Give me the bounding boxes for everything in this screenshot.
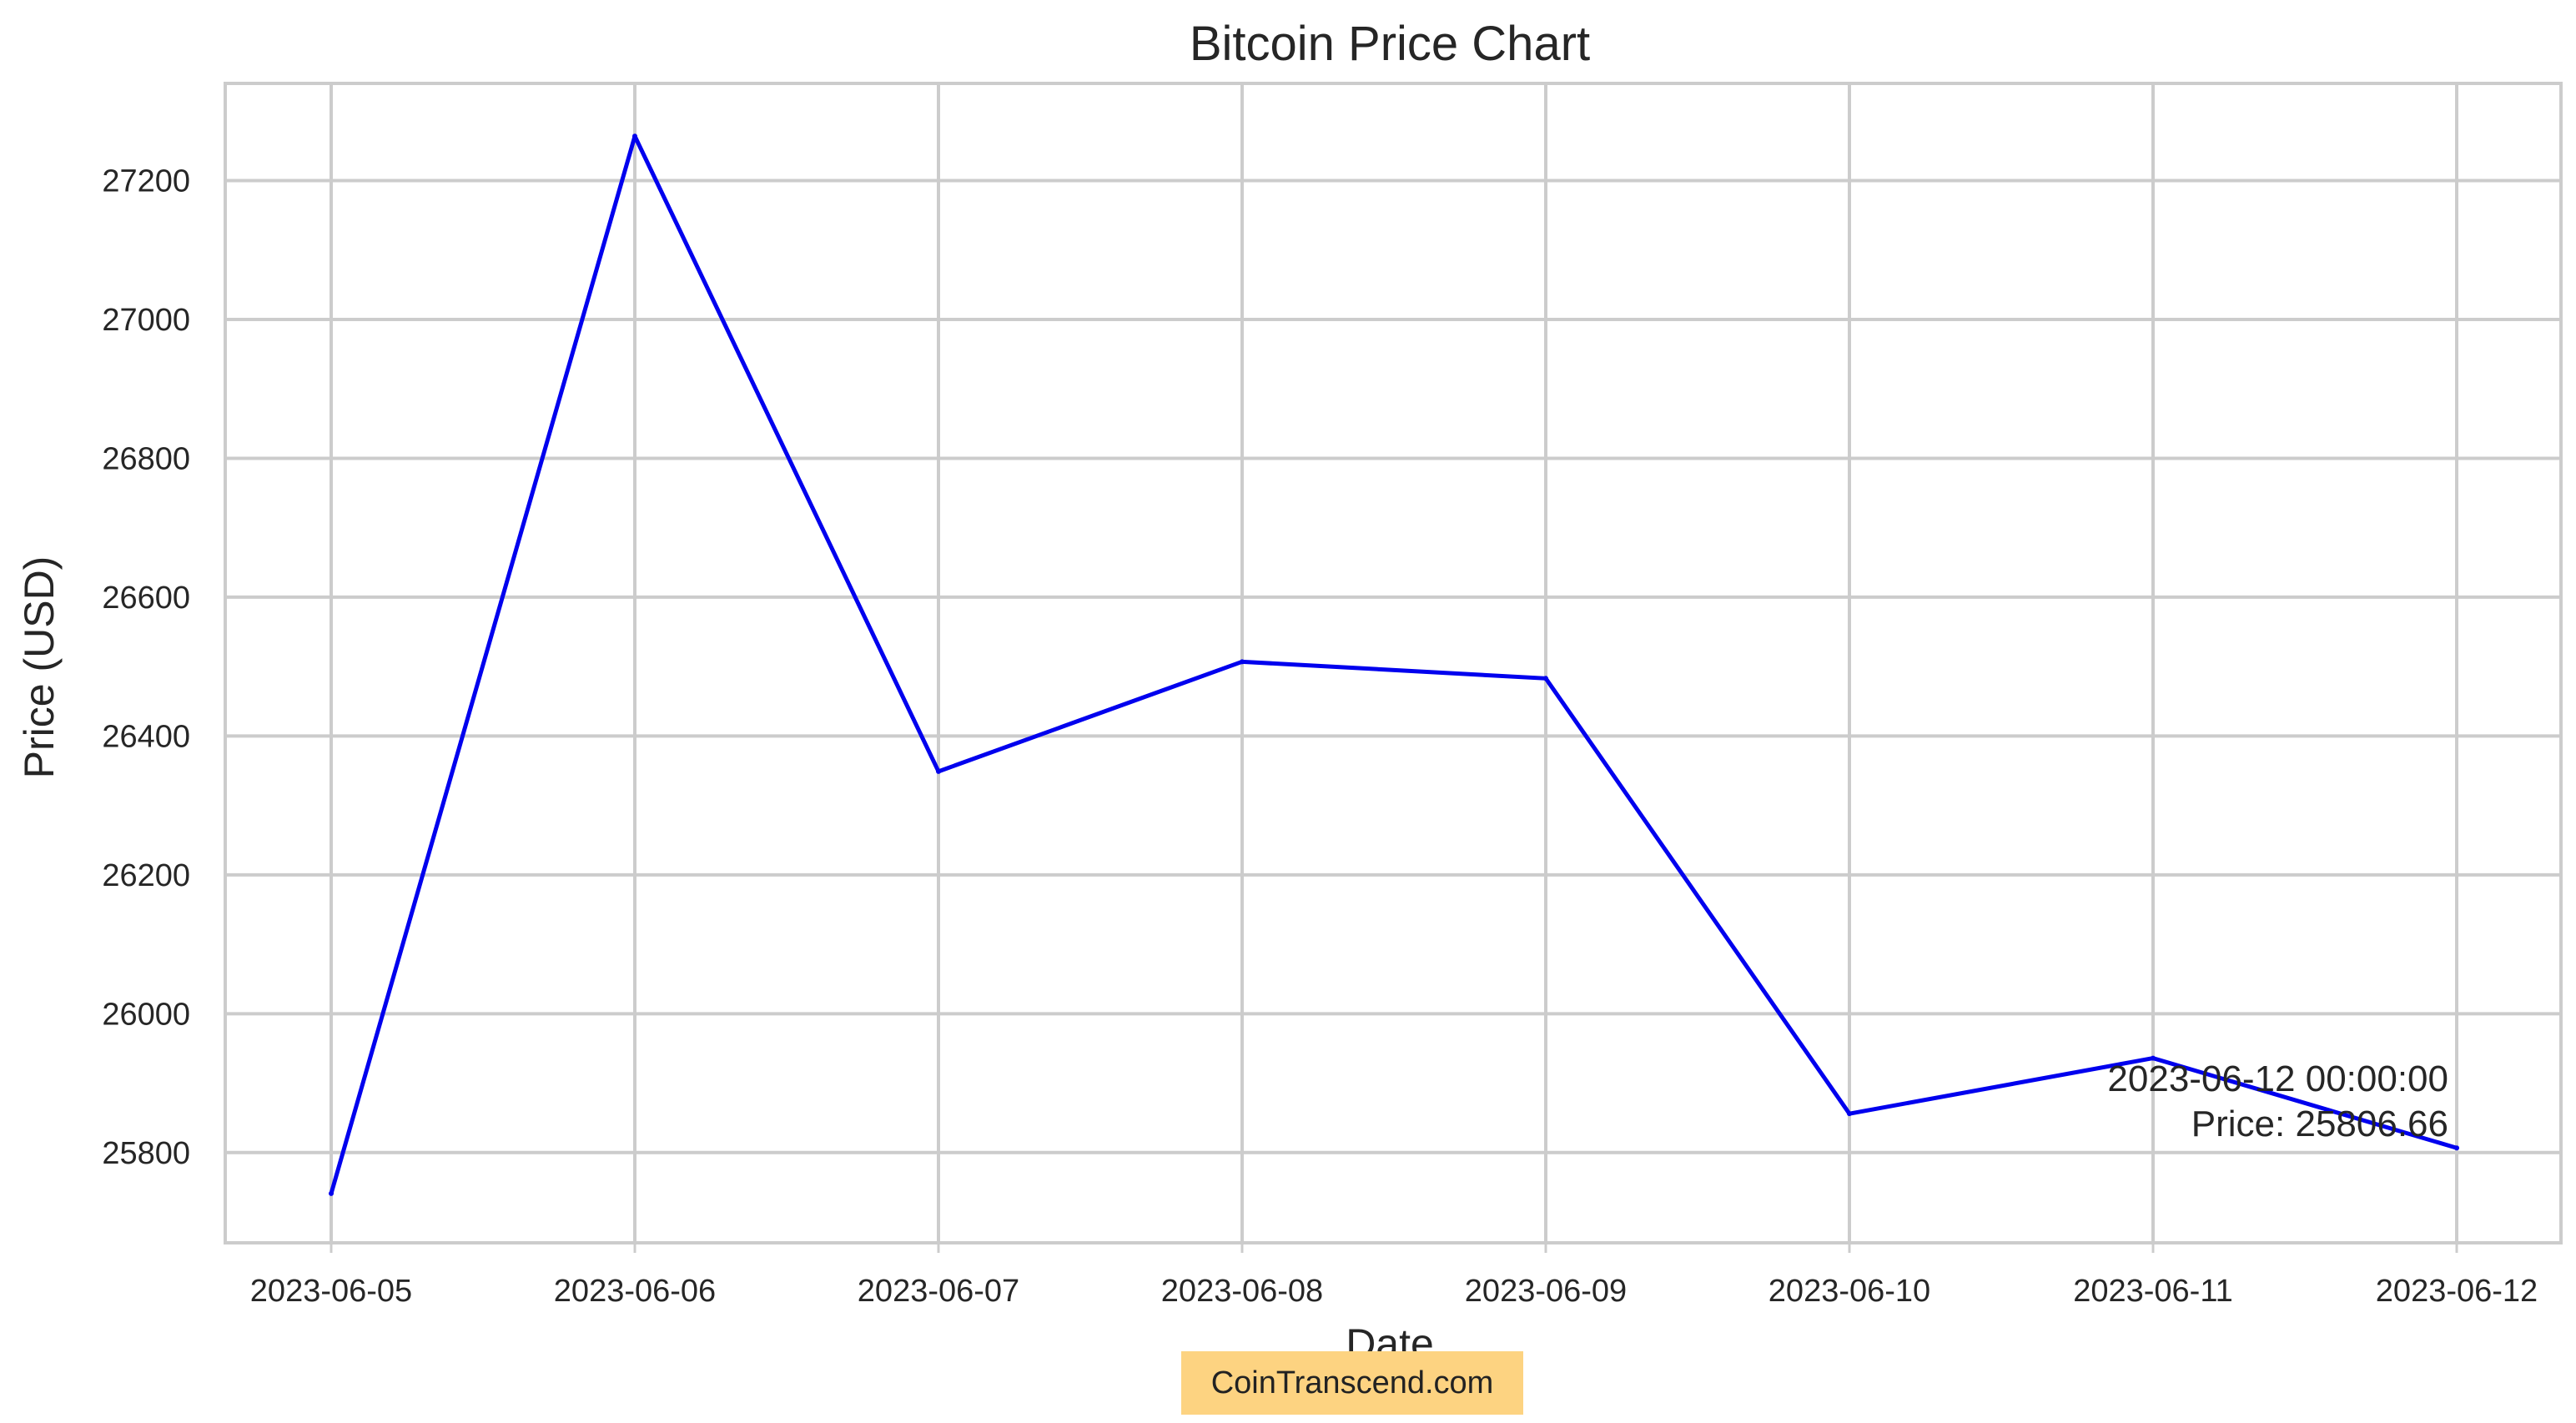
- price-point: [329, 1190, 334, 1196]
- series-layer: [329, 133, 2459, 1196]
- y-tick-label: 27000: [102, 303, 190, 338]
- price-point: [936, 768, 941, 774]
- x-tick-label: 2023-06-10: [1768, 1274, 1930, 1309]
- x-tick-label: 2023-06-07: [858, 1274, 1019, 1309]
- y-tick-label: 26400: [102, 719, 190, 754]
- price-point: [1240, 659, 1245, 665]
- x-tick-label: 2023-06-06: [554, 1274, 716, 1309]
- point-annotation: 2023-06-12 00:00:00 Price: 25806.66: [2107, 1058, 2448, 1144]
- y-tick-label: 26200: [102, 858, 190, 893]
- price-point: [632, 133, 637, 139]
- y-axis-label: Price (USD): [16, 556, 63, 779]
- annotation-line-2: Price: 25806.66: [2191, 1104, 2448, 1144]
- x-tick-label: 2023-06-09: [1465, 1274, 1627, 1309]
- y-tick-label: 25800: [102, 1136, 190, 1171]
- grid: [225, 83, 2561, 1243]
- plot-frame: [224, 82, 2563, 1244]
- x-tick-label: 2023-06-11: [2073, 1274, 2233, 1309]
- x-tick-label: 2023-06-08: [1161, 1274, 1323, 1309]
- y-tick-label: 26600: [102, 581, 190, 616]
- y-tick-label: 26800: [102, 441, 190, 476]
- y-tick-label: 26000: [102, 997, 190, 1032]
- annotation-line-1: 2023-06-12 00:00:00: [2107, 1058, 2448, 1099]
- price-point: [1543, 676, 1548, 681]
- watermark-text[interactable]: CoinTranscend.com: [1211, 1365, 1494, 1400]
- chart-title: Bitcoin Price Chart: [1190, 17, 1590, 71]
- price-point: [2151, 1055, 2156, 1061]
- x-tick-label: 2023-06-05: [250, 1274, 412, 1309]
- y-tick-label: 27200: [102, 164, 190, 199]
- x-tick-label: 2023-06-12: [2376, 1274, 2538, 1309]
- watermark[interactable]: CoinTranscend.com: [1181, 1351, 1523, 1415]
- x-tick-labels: 2023-06-05 2023-06-06 2023-06-07 2023-06-08…: [250, 1243, 2538, 1309]
- price-point: [2454, 1145, 2459, 1151]
- price-point: [1847, 1111, 1852, 1117]
- y-tick-labels: 25800 26000 26200 26400 26600 26800 27000 27200: [102, 164, 190, 1171]
- price-series-line: [329, 133, 2458, 1194]
- watermark-background: [1181, 1351, 1523, 1415]
